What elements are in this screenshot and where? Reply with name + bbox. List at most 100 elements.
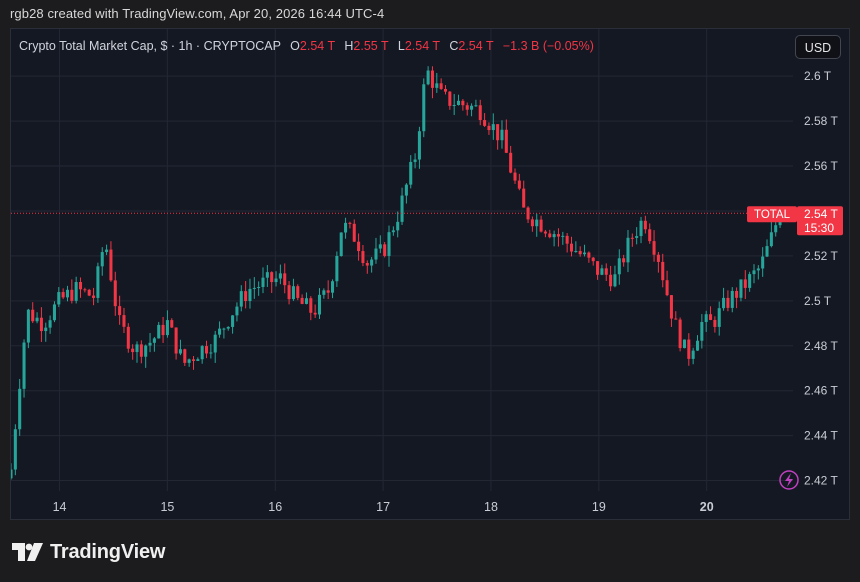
candle-body xyxy=(248,288,252,301)
lightning-icon[interactable] xyxy=(779,470,799,490)
price-tag-countdown: 15:30 xyxy=(804,221,834,235)
candle-body xyxy=(170,320,174,328)
candle-body xyxy=(304,298,308,304)
candles xyxy=(11,66,782,480)
candle-body xyxy=(730,290,734,308)
candle-body xyxy=(139,344,143,357)
candle-body xyxy=(569,243,574,252)
candle-body xyxy=(691,350,695,359)
candle-body xyxy=(656,254,660,262)
candle-body xyxy=(409,161,413,185)
price-tag-bg xyxy=(797,206,843,236)
candle-body xyxy=(278,273,282,279)
currency-button[interactable]: USD xyxy=(795,35,841,59)
x-tick-label: 16 xyxy=(268,500,282,514)
candle-body xyxy=(44,327,48,332)
candle-body xyxy=(100,252,104,267)
candle-body xyxy=(152,338,156,343)
x-tick-label: 17 xyxy=(376,500,390,514)
candle-body xyxy=(526,207,530,220)
candle-body xyxy=(769,232,773,247)
candle-body xyxy=(609,274,613,287)
candle-body xyxy=(370,259,374,266)
candle-body xyxy=(535,219,539,227)
candle-body xyxy=(687,339,691,359)
candle-body xyxy=(743,279,747,288)
candle-body xyxy=(748,274,752,288)
candle-body xyxy=(191,359,196,361)
chart-panel[interactable]: 2.42 T 2.44 T 2.46 T 2.48 T 2.5 T 2.52 T 2.54 … xyxy=(10,28,850,520)
candle-body xyxy=(452,105,456,107)
candle-body xyxy=(387,232,391,256)
candle-body xyxy=(735,290,739,298)
y-tick-label: 2.6 T xyxy=(804,69,832,83)
candle-body xyxy=(665,280,669,296)
candle-body xyxy=(596,261,600,275)
candle-body xyxy=(274,278,278,283)
symbol-tag: TOTAL xyxy=(754,209,791,221)
candle-body xyxy=(674,318,678,320)
candle-body xyxy=(361,251,365,263)
candle-body xyxy=(317,294,322,315)
candle-body xyxy=(296,286,300,298)
x-tick-label: 15 xyxy=(160,500,174,514)
candle-body xyxy=(348,222,352,224)
candle-body xyxy=(539,219,543,232)
candlestick-chart[interactable]: 2.42 T 2.44 T 2.46 T 2.48 T 2.5 T 2.52 T 2.54 … xyxy=(11,29,850,520)
candle-body xyxy=(509,152,513,173)
candle-body xyxy=(222,328,226,330)
brand-name: TradingView xyxy=(50,540,166,563)
candle-body xyxy=(300,297,304,304)
candle-body xyxy=(174,327,178,354)
candle-body xyxy=(448,91,452,106)
candle-body xyxy=(178,349,182,354)
high-value: 2.55 T xyxy=(353,39,389,53)
candle-body xyxy=(374,248,378,260)
candle-body xyxy=(635,236,639,238)
candle-body xyxy=(65,289,70,298)
candle-body xyxy=(126,326,130,349)
symbol-tag-bg xyxy=(747,206,797,223)
candle-body xyxy=(726,297,730,308)
candle-body xyxy=(326,290,330,293)
candle-body xyxy=(39,317,43,332)
x-tick-label: 14 xyxy=(53,500,67,514)
axes: 2.42 T 2.44 T 2.46 T 2.48 T 2.5 T 2.52 T 2.54 … xyxy=(53,69,839,514)
candle-body xyxy=(513,172,517,181)
lightning-icon-wrap xyxy=(779,470,799,490)
candle-body xyxy=(639,220,643,237)
candle-body xyxy=(591,257,595,262)
candle-body xyxy=(357,241,361,252)
candle-body xyxy=(335,255,339,282)
candle-body xyxy=(461,100,465,106)
candle-body xyxy=(765,246,769,257)
y-tick-label: 2.58 T xyxy=(804,114,838,128)
candle-body xyxy=(422,84,426,132)
tradingview-brand: TradingView xyxy=(12,540,165,564)
candle-body xyxy=(756,268,760,271)
candle-body xyxy=(22,342,26,389)
candle-body xyxy=(78,282,83,290)
tradingview-logo xyxy=(12,543,43,561)
y-tick-label: 2.46 T xyxy=(804,384,838,398)
candle-body xyxy=(761,256,765,269)
candle-body xyxy=(83,289,87,291)
candle-body xyxy=(344,222,348,233)
candle-body xyxy=(18,388,22,430)
candle-body xyxy=(287,285,291,300)
candle-body xyxy=(218,328,222,335)
candle-body xyxy=(165,320,169,336)
candle-body xyxy=(283,273,287,286)
candle-body xyxy=(487,125,491,131)
candle-body xyxy=(113,280,117,307)
open-value: 2.54 T xyxy=(299,39,335,53)
candle-body xyxy=(704,314,708,323)
close-value: 2.54 T xyxy=(458,39,494,53)
candle-body xyxy=(148,342,152,346)
candle-body xyxy=(774,225,778,233)
candle-body xyxy=(617,258,621,275)
candle-body xyxy=(604,268,608,275)
candle-body xyxy=(443,88,448,92)
candle-body xyxy=(404,184,408,196)
candle-body xyxy=(11,469,13,479)
